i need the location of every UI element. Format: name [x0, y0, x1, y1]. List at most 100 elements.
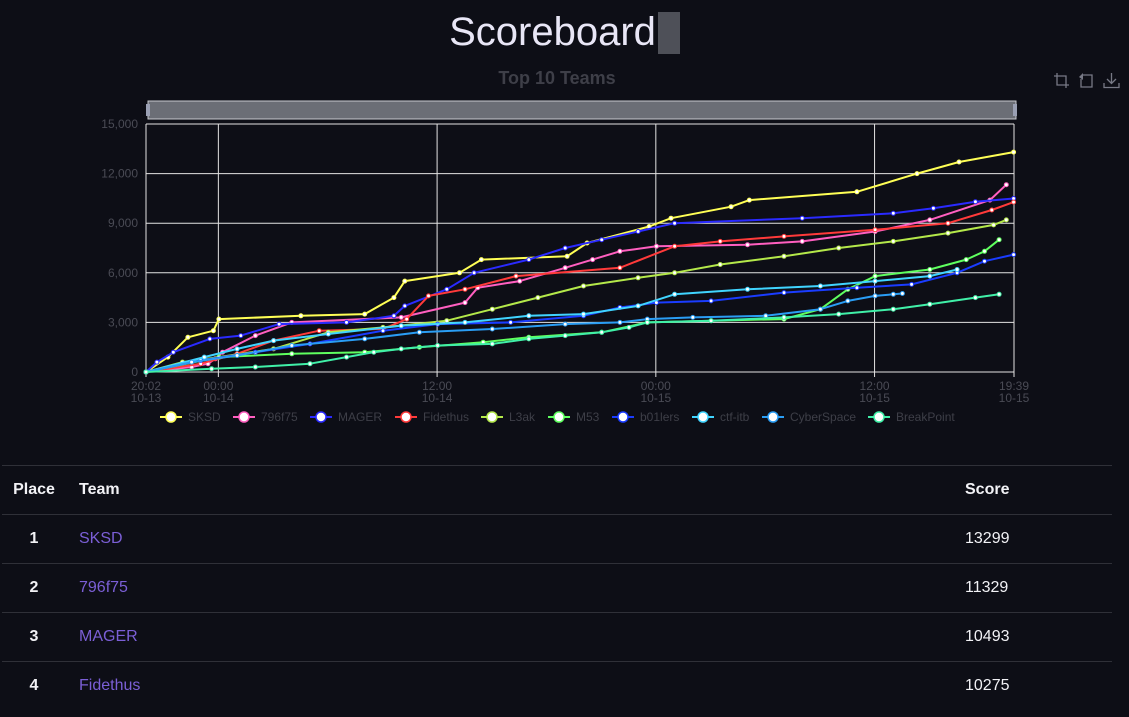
table-row: 1 SKSD 13299: [2, 514, 1112, 564]
legend-marker: [238, 411, 250, 423]
legend-label: ctf-itb: [720, 410, 750, 424]
data-point: [972, 199, 978, 205]
data-point: [672, 291, 678, 297]
data-point: [781, 233, 787, 239]
data-point: [508, 319, 514, 325]
data-point: [982, 248, 987, 254]
data-point: [344, 319, 349, 325]
data-point: [271, 338, 277, 344]
data-point: [471, 270, 477, 276]
data-point: [836, 311, 842, 317]
data-point: [170, 349, 176, 355]
zoom-select-icon[interactable]: [1053, 72, 1070, 89]
data-point: [599, 329, 605, 335]
data-point: [956, 159, 962, 165]
data-point: [143, 369, 149, 375]
y-tick-label: 0: [131, 365, 138, 379]
data-point: [238, 333, 244, 339]
data-point: [513, 273, 519, 279]
data-point: [954, 267, 960, 272]
data-point: [398, 323, 404, 329]
data-point: [872, 273, 878, 279]
x-tick-label: 12:00: [860, 379, 890, 393]
chart-title: Top 10 Teams: [498, 68, 615, 88]
data-point: [380, 328, 386, 334]
data-point: [599, 237, 605, 243]
data-point: [644, 319, 650, 325]
data-point: [672, 270, 678, 276]
place-cell: 4: [2, 661, 66, 710]
data-point: [216, 316, 222, 322]
data-point: [1011, 252, 1017, 258]
zoom-slider-track: [147, 100, 1017, 120]
team-link[interactable]: 796f75: [79, 579, 128, 596]
legend-marker: [697, 411, 709, 423]
team-link[interactable]: Fidethus: [79, 677, 141, 694]
data-point: [371, 349, 377, 355]
data-point: [426, 293, 431, 299]
data-point: [201, 354, 207, 360]
team-link[interactable]: SKSD: [79, 530, 123, 547]
data-point: [489, 341, 495, 347]
data-point: [581, 283, 586, 289]
x-tick-date-label: 10-14: [422, 391, 453, 405]
data-point: [930, 205, 936, 211]
data-point: [325, 331, 331, 337]
table-header-row: Place Team Score: [2, 465, 1112, 515]
team-cell: SKSD: [66, 514, 965, 564]
x-tick-date-label: 10-15: [999, 391, 1030, 405]
data-point: [927, 267, 933, 272]
data-point: [489, 326, 495, 332]
data-point: [717, 238, 723, 244]
score-cell: 10275: [965, 661, 1112, 710]
y-tick-label: 15,000: [101, 117, 138, 131]
data-point: [1003, 182, 1009, 188]
series-line-breakpoint: [145, 293, 1000, 373]
data-point: [854, 285, 860, 291]
x-tick-label: 20:02: [131, 379, 161, 393]
place-cell: 3: [2, 612, 66, 662]
data-point: [564, 253, 570, 259]
data-point: [462, 286, 468, 292]
team-link[interactable]: MAGER: [79, 628, 138, 645]
data-point: [927, 301, 933, 307]
series-line-ctf-itb: [145, 268, 958, 373]
download-icon[interactable]: [1103, 72, 1120, 89]
score-chart: Top 10 Teams 0 3,000 6,000 9,000 12,000 15,000…: [101, 68, 1030, 424]
zoom-reset-icon[interactable]: [1078, 72, 1095, 89]
x-tick-date-label: 10-15: [640, 391, 671, 405]
data-point: [562, 321, 568, 327]
team-cell: 796f75: [66, 563, 965, 613]
series-line-cyberspace: [145, 292, 903, 373]
data-point: [872, 293, 878, 299]
x-tick-date-label: 10-14: [203, 391, 234, 405]
data-point: [690, 314, 696, 320]
data-point: [210, 328, 216, 334]
data-point: [899, 291, 905, 296]
data-point: [982, 258, 987, 264]
y-tick-label: 12,000: [101, 167, 138, 181]
data-point: [635, 229, 641, 234]
data-point: [398, 314, 404, 320]
data-point: [289, 343, 295, 348]
data-point: [526, 336, 532, 342]
team-cell: Fidethus: [66, 661, 965, 710]
team-header: Team: [66, 465, 965, 515]
zoom-slider-left-handle: [146, 104, 150, 116]
data-point: [890, 210, 896, 216]
data-point: [535, 295, 541, 301]
data-point: [890, 238, 896, 244]
data-point: [728, 204, 734, 210]
legend-marker: [315, 411, 327, 423]
data-point: [362, 311, 368, 317]
data-point: [963, 257, 969, 263]
data-point: [252, 364, 258, 370]
data-point: [590, 257, 596, 263]
data-point: [909, 281, 915, 287]
data-point: [635, 275, 641, 281]
data-point: [207, 336, 213, 342]
legend-marker: [486, 411, 498, 423]
data-point: [746, 197, 752, 203]
data-point: [298, 313, 304, 319]
data-point: [617, 319, 623, 325]
